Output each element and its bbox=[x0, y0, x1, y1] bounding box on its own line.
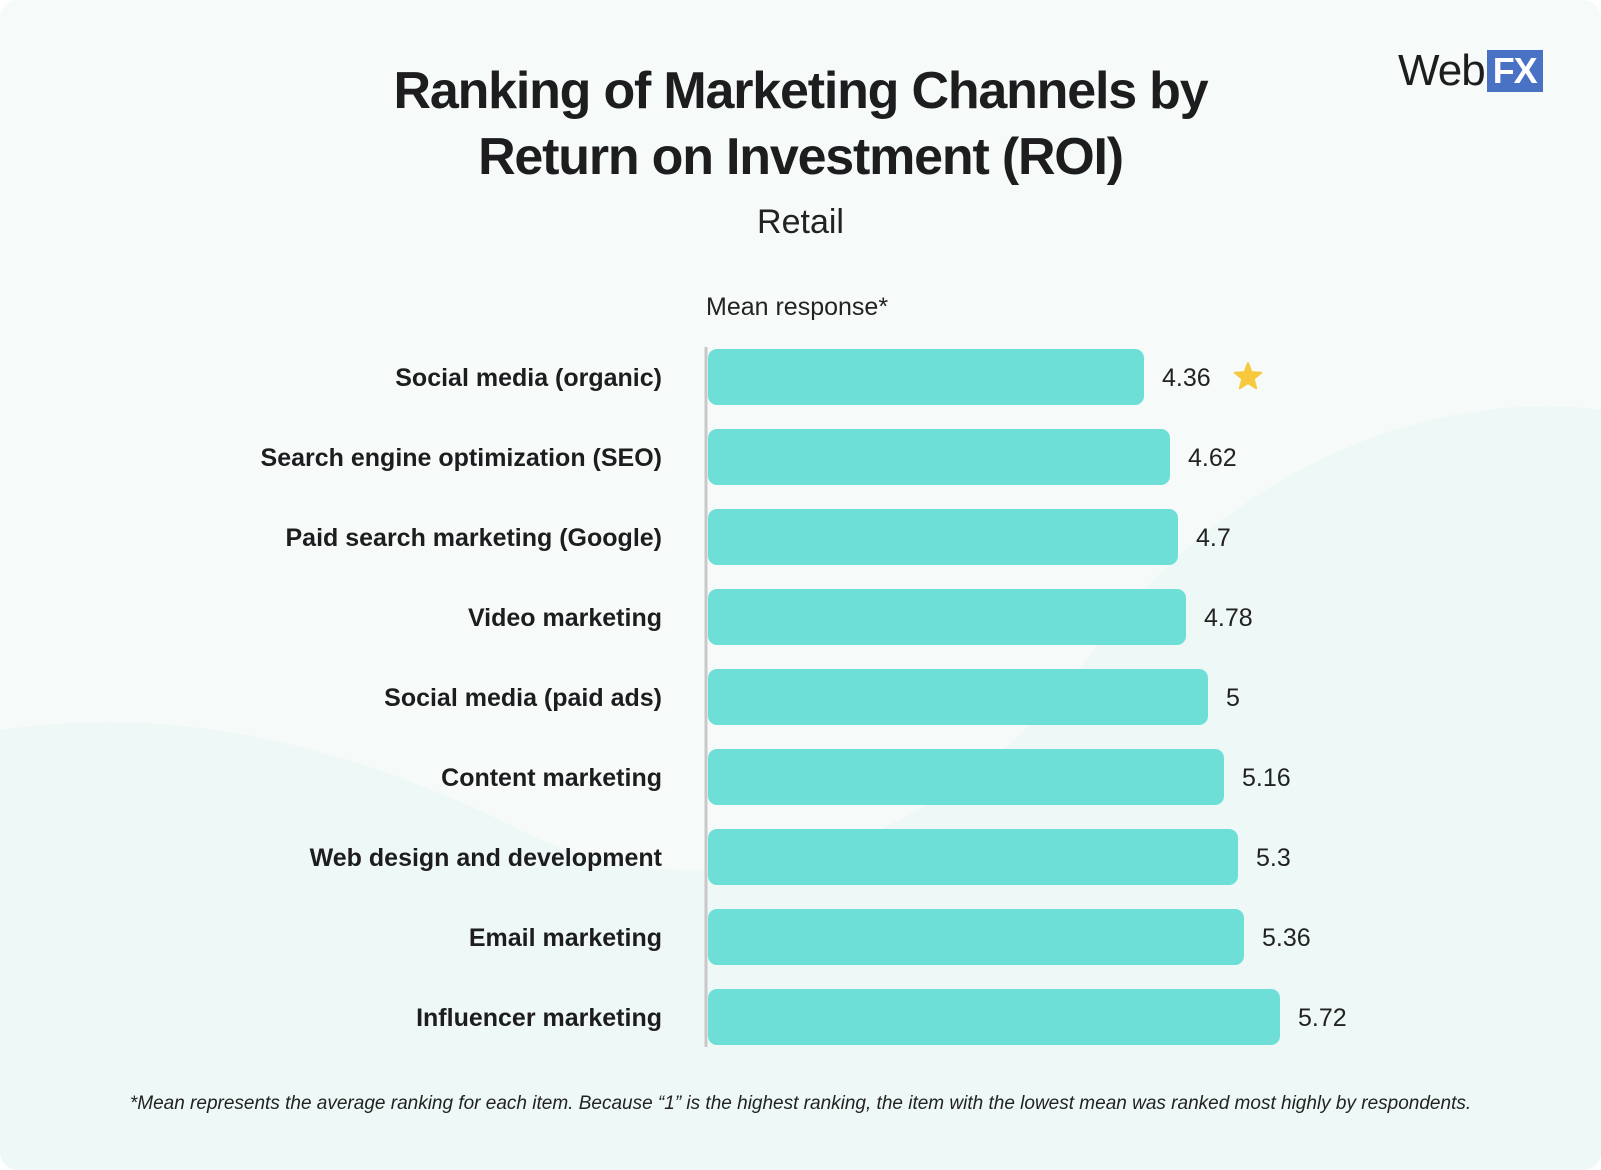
category-label: Paid search marketing (Google) bbox=[286, 524, 663, 552]
bar bbox=[708, 429, 1170, 485]
footnote: *Mean represents the average ranking for… bbox=[129, 1093, 1472, 1114]
value-label: 5.72 bbox=[1298, 1004, 1347, 1032]
category-label: Content marketing bbox=[441, 764, 662, 792]
category-label: Influencer marketing bbox=[416, 1004, 662, 1032]
bar bbox=[708, 509, 1178, 565]
value-label: 4.7 bbox=[1196, 524, 1231, 552]
webfx-logo: Web FX bbox=[1398, 46, 1543, 95]
category-label: Email marketing bbox=[469, 924, 662, 952]
category-label: Video marketing bbox=[468, 604, 662, 632]
chart-title-line-2: Return on Investment (ROI) bbox=[478, 128, 1124, 186]
category-label: Social media (paid ads) bbox=[384, 684, 662, 712]
logo-text: Web bbox=[1398, 46, 1486, 95]
axis-title: Mean response* bbox=[706, 293, 889, 321]
bar bbox=[708, 669, 1208, 725]
star-icon bbox=[1233, 362, 1263, 390]
value-label: 5.16 bbox=[1242, 764, 1291, 792]
value-label: 4.78 bbox=[1204, 604, 1253, 632]
value-label: 5.36 bbox=[1262, 924, 1311, 952]
bar bbox=[708, 909, 1244, 965]
value-label: 4.62 bbox=[1188, 444, 1237, 472]
value-label: 5.3 bbox=[1256, 844, 1291, 872]
bar bbox=[708, 989, 1280, 1045]
bar bbox=[708, 589, 1186, 645]
value-label: 4.36 bbox=[1162, 364, 1211, 392]
bar bbox=[708, 749, 1224, 805]
bar bbox=[708, 829, 1238, 885]
category-label: Social media (organic) bbox=[395, 364, 662, 392]
chart-title: Ranking of Marketing Channels by Return … bbox=[0, 58, 1601, 190]
category-label: Search engine optimization (SEO) bbox=[261, 444, 662, 472]
chart-title-line-1: Ranking of Marketing Channels by bbox=[393, 62, 1209, 120]
logo-badge: FX bbox=[1486, 50, 1543, 92]
value-label: 5 bbox=[1226, 684, 1240, 712]
bar bbox=[708, 349, 1144, 405]
chart-subtitle: Retail bbox=[757, 203, 844, 241]
category-label: Web design and development bbox=[310, 844, 663, 872]
